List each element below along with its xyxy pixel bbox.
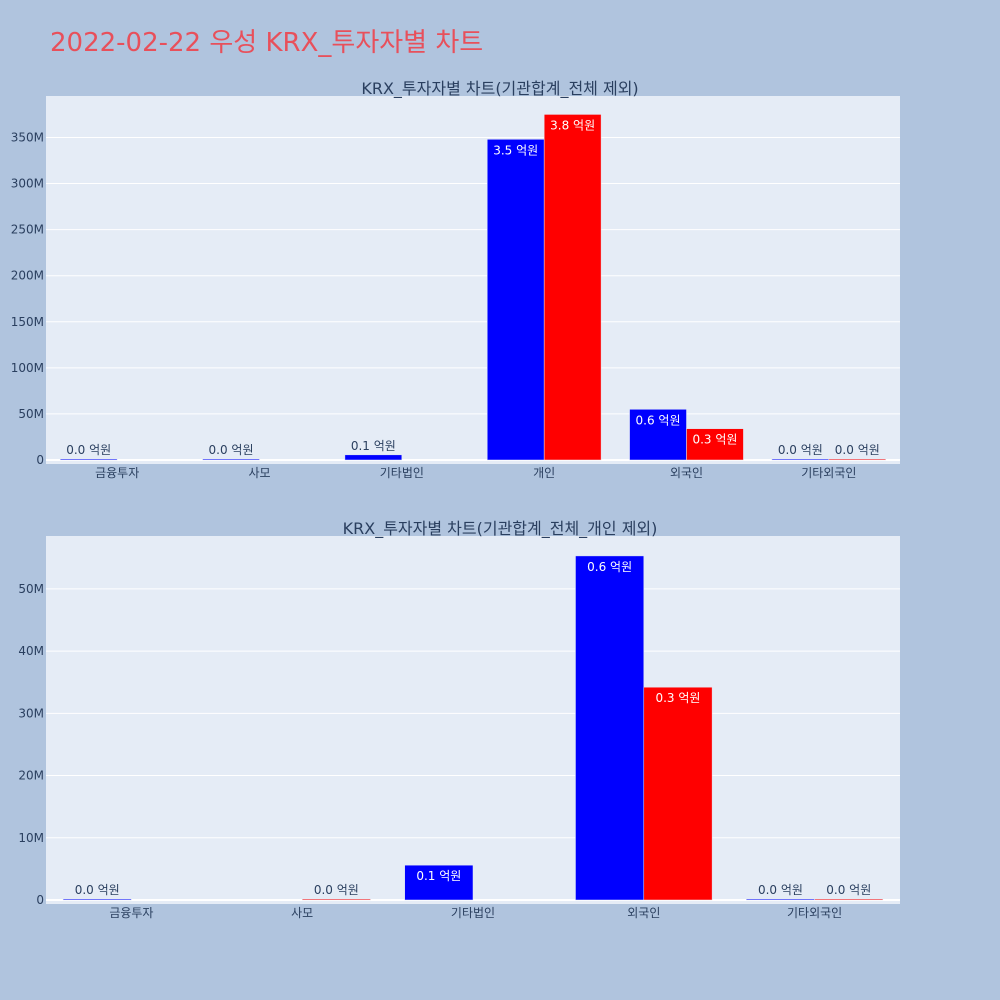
y-tick-label: 20M — [18, 769, 44, 783]
bar-label: 0.0 억원 — [314, 883, 359, 897]
bar — [814, 898, 884, 901]
bar-label: 0.3 억원 — [692, 433, 737, 447]
bar — [404, 864, 474, 901]
plot-area — [46, 536, 900, 904]
bar — [59, 458, 118, 461]
y-tick-label: 30M — [18, 706, 44, 720]
y-tick-label: 100M — [11, 361, 44, 375]
plot-area — [46, 96, 900, 464]
y-tick-label: 0 — [36, 453, 44, 467]
bar — [202, 458, 260, 461]
bar-label: 0.0 억원 — [835, 443, 880, 457]
bar — [543, 114, 602, 461]
y-tick-label: 350M — [11, 130, 44, 144]
bar-label: 0.6 억원 — [587, 560, 632, 574]
bar — [686, 428, 744, 461]
page-title: 2022-02-22 우성 KRX_투자자별 차트 — [50, 28, 484, 58]
y-tick-label: 0 — [36, 893, 44, 907]
bar-label: 0.1 억원 — [351, 439, 396, 453]
bar-label: 0.0 억원 — [75, 883, 120, 897]
x-tick-label: 개인 — [533, 466, 555, 480]
y-tick-label: 150M — [11, 315, 44, 329]
bar-label: 0.0 억원 — [826, 883, 871, 897]
x-tick-label: 기타외국인 — [787, 906, 842, 920]
y-tick-label: 300M — [11, 177, 44, 191]
bar — [629, 409, 687, 461]
bar-label: 0.1 억원 — [416, 869, 461, 883]
y-tick-label: 10M — [18, 831, 44, 845]
bar-label: 0.6 억원 — [636, 413, 681, 427]
x-tick-label: 사모 — [291, 906, 313, 920]
bar-label: 0.0 억원 — [209, 443, 254, 457]
bar — [62, 898, 132, 901]
bar-label: 0.0 억원 — [778, 443, 823, 457]
x-tick-label: 기타법인 — [451, 906, 495, 920]
bar — [828, 458, 887, 461]
bar — [771, 458, 830, 461]
x-tick-label: 금융투자 — [109, 906, 153, 920]
bar — [746, 898, 815, 901]
bar — [643, 686, 713, 901]
x-tick-label: 외국인 — [670, 466, 703, 480]
chart-title: KRX_투자자별 차트(기관합계_전체 제외) — [361, 79, 638, 99]
y-tick-label: 50M — [18, 582, 44, 596]
y-tick-label: 200M — [11, 269, 44, 283]
bar-label: 3.8 억원 — [550, 118, 595, 132]
chart-title: KRX_투자자별 차트(기관합계_전체_개인 제외) — [343, 519, 658, 539]
bar-label: 0.3 억원 — [655, 691, 700, 705]
x-tick-label: 기타법인 — [380, 466, 424, 480]
y-tick-label: 250M — [11, 223, 44, 237]
x-tick-label: 사모 — [248, 466, 270, 480]
y-tick-label: 50M — [18, 407, 44, 421]
bar-label: 0.0 억원 — [758, 883, 803, 897]
bar — [301, 898, 371, 901]
bar — [575, 555, 645, 901]
x-tick-label: 외국인 — [627, 906, 660, 920]
y-tick-label: 40M — [18, 644, 44, 658]
bar-label: 3.5 억원 — [493, 143, 538, 157]
x-tick-label: 기타외국인 — [801, 466, 856, 480]
x-tick-label: 금융투자 — [95, 466, 139, 480]
bar-label: 0.0 억원 — [66, 443, 111, 457]
bar — [344, 454, 403, 461]
bar — [486, 139, 545, 461]
